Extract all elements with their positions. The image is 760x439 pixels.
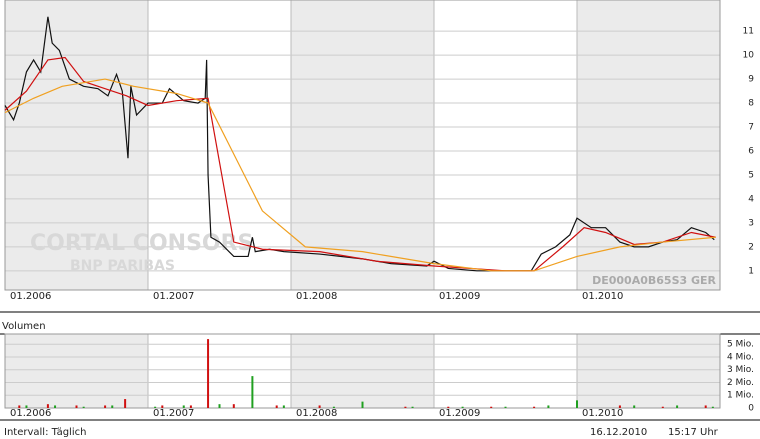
x-tick-label: 01.2007: [153, 291, 194, 302]
volume-bar: [633, 405, 636, 408]
volume-bar: [404, 406, 407, 408]
volume-bar: [207, 339, 210, 408]
x-tick-label: 01.2006: [10, 291, 51, 302]
y-tick-label: 5 Mio.: [727, 340, 754, 350]
y-tick-label: 4: [748, 194, 754, 204]
volume-bar: [218, 404, 221, 408]
volume-bar: [676, 405, 679, 408]
volume-bar: [661, 406, 664, 408]
volume-bar: [704, 405, 707, 408]
year-band: [291, 0, 434, 290]
y-tick-label: 2: [748, 242, 754, 252]
watermark: CORTAL CONSORS: [30, 231, 253, 256]
interval: Intervall: Täglich: [4, 427, 86, 438]
year-band: [5, 0, 148, 290]
volume-bar: [18, 405, 21, 408]
background: [4, 0, 720, 409]
volume-bar: [232, 404, 235, 408]
volume-bar: [75, 405, 78, 408]
y-tick-label: 1: [748, 266, 754, 276]
volume-bar: [504, 406, 507, 408]
volume-bar: [318, 405, 321, 408]
volume-bar: [161, 405, 164, 408]
y-tick-label: 3 Mio.: [727, 365, 754, 375]
y-tick-label: 6: [748, 146, 754, 156]
volume-bar: [111, 405, 114, 408]
volume-bar: [447, 406, 450, 408]
volume-bar: [275, 405, 278, 408]
x-tick-label: 01.2007: [153, 408, 194, 419]
volume-bar: [461, 406, 464, 408]
x-tick-label: 01.2006: [10, 408, 51, 419]
time: 15:17 Uhr: [668, 427, 719, 438]
volume-bar: [576, 400, 578, 408]
volume-bar: [361, 401, 364, 408]
volume-bar: [182, 405, 185, 408]
volume-bar: [282, 405, 285, 408]
y-tick-label: 10: [743, 51, 755, 61]
instrument-id: DE000A0B65S3 GER: [592, 274, 716, 287]
x-tick-label: 01.2010: [582, 408, 623, 419]
price-line: [4, 16, 715, 272]
volume-bar: [25, 405, 28, 408]
x-tick-label: 01.2008: [296, 408, 337, 419]
y-tick-label: 4 Mio.: [727, 352, 754, 362]
year-band: [577, 334, 720, 408]
volume-bar: [332, 406, 335, 408]
volume-bar: [54, 405, 57, 408]
volume-bar: [618, 405, 621, 408]
year-band: [577, 0, 720, 290]
y-tick-label: 9: [748, 75, 754, 85]
volume-bar: [533, 406, 536, 408]
y-tick-label: 7: [748, 123, 754, 133]
x-tick-label: 01.2010: [582, 291, 623, 302]
year-band: [291, 334, 434, 408]
volume-bar: [490, 406, 493, 408]
volume-bar: [124, 399, 127, 408]
x-tick-label: 01.2009: [439, 408, 480, 419]
y-tick-label: 11: [743, 27, 754, 37]
volume-bar: [547, 405, 550, 408]
y-tick-label: 5: [748, 170, 754, 180]
y-tick-label: 8: [748, 99, 754, 109]
y-tick-label: 1 Mio.: [727, 391, 754, 401]
watermark: BNP PARIBAS: [70, 258, 175, 274]
volume-bar: [46, 404, 49, 408]
volume-bar: [154, 406, 157, 408]
volume-bar: [411, 406, 414, 408]
volume-bar: [251, 376, 254, 408]
volume-bar: [189, 405, 192, 408]
price-line: [4, 78, 716, 272]
x-tick-label: 01.2009: [439, 291, 480, 302]
volume-bar: [104, 405, 107, 408]
date: 16.12.2010: [590, 427, 647, 438]
x-tick-label: 01.2008: [296, 291, 337, 302]
price-line: [4, 56, 716, 272]
y-tick-label: 0: [748, 404, 754, 414]
volume-title: Volumen: [2, 321, 46, 332]
year-band: [5, 334, 148, 408]
volume-bar: [711, 406, 714, 408]
y-tick-label: 3: [748, 218, 754, 228]
volume-bar: [82, 406, 85, 408]
plot-frame: [4, 0, 721, 291]
y-tick-label: 2 Mio.: [727, 378, 754, 388]
